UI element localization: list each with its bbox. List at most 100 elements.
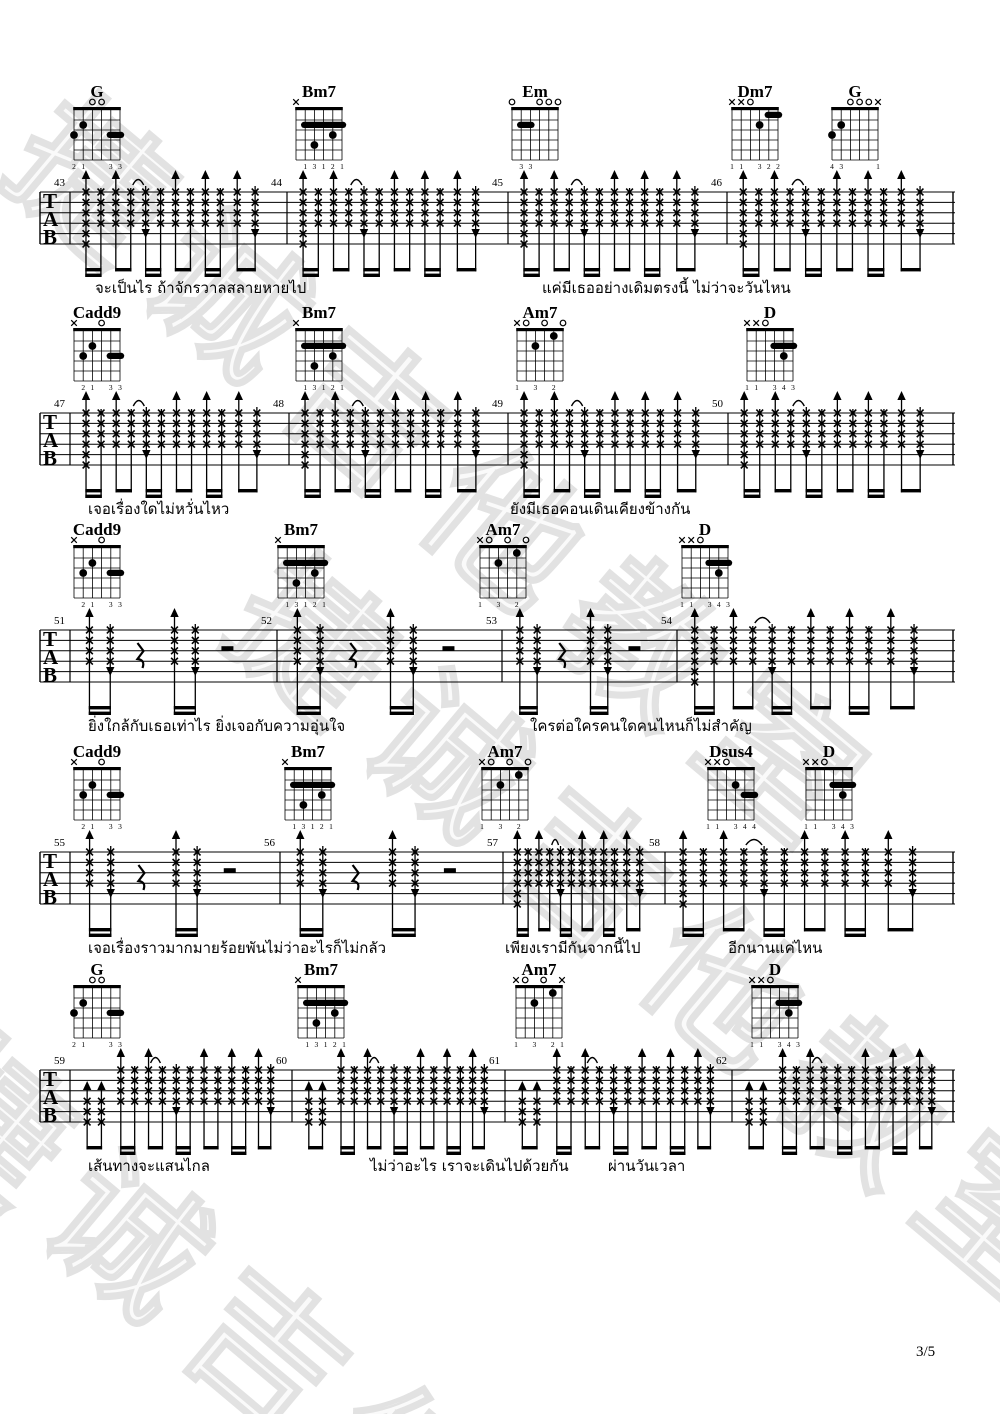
svg-text:1: 1 xyxy=(304,600,308,609)
svg-text:1: 1 xyxy=(478,600,482,609)
svg-text:A: A xyxy=(43,428,59,452)
svg-text:4: 4 xyxy=(830,162,834,171)
svg-text:B: B xyxy=(43,446,57,470)
svg-text:3: 3 xyxy=(499,822,503,831)
measure-number: 50 xyxy=(712,398,723,410)
svg-text:1: 1 xyxy=(322,383,326,392)
chord-label: D xyxy=(763,303,777,322)
measure-number: 54 xyxy=(661,615,672,627)
measure-number: 61 xyxy=(489,1055,500,1067)
svg-text:3: 3 xyxy=(118,600,122,609)
svg-text:3: 3 xyxy=(118,1040,122,1049)
lyric-line: ยังมีเธอคอนเดินเคียงข้างกัน xyxy=(510,500,691,518)
svg-text:2: 2 xyxy=(81,383,85,392)
svg-text:T: T xyxy=(43,849,57,873)
svg-text:1: 1 xyxy=(680,600,684,609)
measure-number: 46 xyxy=(711,177,722,189)
measure-number: 59 xyxy=(54,1055,65,1067)
measure-number: 55 xyxy=(54,837,65,849)
svg-text:2: 2 xyxy=(551,1040,555,1049)
svg-text:3: 3 xyxy=(118,822,122,831)
svg-text:3: 3 xyxy=(118,162,122,171)
measure-number: 62 xyxy=(716,1055,727,1067)
svg-text:3: 3 xyxy=(109,1040,113,1049)
chord-label: Am7 xyxy=(487,742,523,761)
svg-text:1: 1 xyxy=(813,822,817,831)
svg-text:A: A xyxy=(43,645,59,669)
svg-text:3: 3 xyxy=(773,383,777,392)
chord-label: G xyxy=(90,960,104,979)
svg-text:3: 3 xyxy=(832,822,836,831)
svg-text:3: 3 xyxy=(519,162,523,171)
chord-label: Am7 xyxy=(522,303,558,322)
svg-text:1: 1 xyxy=(311,822,315,831)
svg-text:1: 1 xyxy=(804,822,808,831)
svg-text:1: 1 xyxy=(303,162,307,171)
svg-text:1: 1 xyxy=(750,1040,754,1049)
svg-text:1: 1 xyxy=(322,600,326,609)
chord-label: Dm7 xyxy=(737,82,773,101)
svg-text:3: 3 xyxy=(315,1040,319,1049)
svg-text:1: 1 xyxy=(730,162,734,171)
lyric-line: จะเป็นไร ถ้าจักรวาลสลายหายไป xyxy=(95,279,307,297)
svg-text:B: B xyxy=(43,225,57,249)
svg-text:1: 1 xyxy=(754,383,758,392)
lyric-line: เจอเรื่องราวมากมายร้อยพันไม่ว่าอะไรก็ไม่… xyxy=(88,939,386,957)
chord-label: D xyxy=(698,520,712,539)
svg-text:2: 2 xyxy=(72,1040,76,1049)
chord-label: G xyxy=(848,82,862,101)
svg-text:3: 3 xyxy=(778,1040,782,1049)
svg-text:3: 3 xyxy=(313,383,317,392)
svg-text:3: 3 xyxy=(534,383,538,392)
svg-text:2: 2 xyxy=(331,162,335,171)
svg-text:3: 3 xyxy=(109,162,113,171)
svg-text:2: 2 xyxy=(767,162,771,171)
svg-text:3: 3 xyxy=(839,162,843,171)
svg-text:1: 1 xyxy=(81,1040,85,1049)
svg-text:3: 3 xyxy=(313,162,317,171)
page-number: 3/5 xyxy=(916,1344,936,1360)
svg-text:3: 3 xyxy=(497,600,501,609)
chord-label: Em xyxy=(522,82,548,101)
measure-number: 49 xyxy=(492,398,503,410)
svg-text:1: 1 xyxy=(876,162,880,171)
svg-text:1: 1 xyxy=(292,822,296,831)
measure-number: 45 xyxy=(492,177,503,189)
svg-text:T: T xyxy=(43,1067,57,1091)
svg-text:2: 2 xyxy=(313,600,317,609)
lyric-line: แค่มีเธออย่างเดิมตรงนี้ ไม่ว่าจะวันไหน xyxy=(542,279,791,297)
svg-text:A: A xyxy=(43,207,59,231)
svg-text:3: 3 xyxy=(758,162,762,171)
svg-text:B: B xyxy=(43,663,57,687)
svg-text:2: 2 xyxy=(333,1040,337,1049)
svg-text:1: 1 xyxy=(305,1040,309,1049)
svg-text:1: 1 xyxy=(91,383,95,392)
measure-number: 57 xyxy=(487,837,498,849)
svg-text:2: 2 xyxy=(81,600,85,609)
svg-text:1: 1 xyxy=(81,162,85,171)
measure-number: 60 xyxy=(276,1055,287,1067)
svg-text:1: 1 xyxy=(689,600,693,609)
svg-text:T: T xyxy=(43,410,57,434)
svg-text:1: 1 xyxy=(480,822,484,831)
svg-text:3: 3 xyxy=(533,1040,537,1049)
svg-text:T: T xyxy=(43,627,57,651)
svg-text:A: A xyxy=(43,867,59,891)
svg-text:B: B xyxy=(43,885,57,909)
svg-text:3: 3 xyxy=(850,822,854,831)
chord-label: Bm7 xyxy=(302,303,336,322)
lyric-line: เจอเรื่องใดไม่หวั่นไหว xyxy=(88,500,230,518)
chord-label: Am7 xyxy=(485,520,521,539)
svg-text:1: 1 xyxy=(715,822,719,831)
svg-text:4: 4 xyxy=(841,822,845,831)
svg-text:4: 4 xyxy=(717,600,721,609)
lyric-line: อีกนานแค่ไหน xyxy=(728,939,823,957)
chord-label: D xyxy=(822,742,836,761)
svg-text:3: 3 xyxy=(708,600,712,609)
chord-label: Bm7 xyxy=(284,520,318,539)
svg-text:T: T xyxy=(43,189,57,213)
svg-text:4: 4 xyxy=(787,1040,791,1049)
